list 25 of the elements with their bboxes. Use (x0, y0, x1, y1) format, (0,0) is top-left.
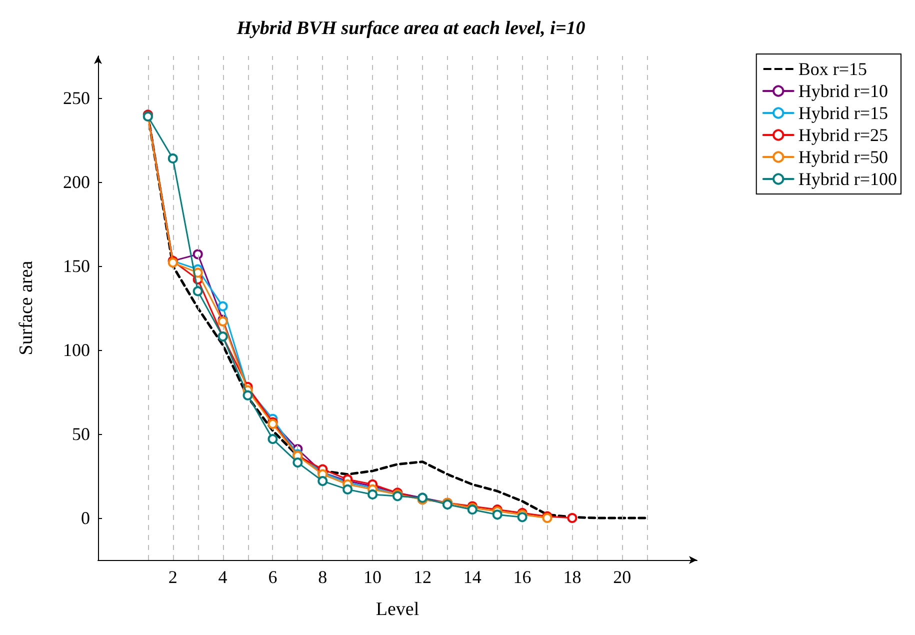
y-tick-label: 100 (63, 340, 90, 360)
y-tick-label: 150 (63, 256, 90, 276)
y-tick-label: 200 (63, 172, 90, 192)
x-tick-label: 12 (413, 567, 432, 587)
y-tick-label: 50 (72, 424, 90, 444)
x-tick-label: 8 (318, 567, 328, 587)
x-tick-label: 6 (268, 567, 278, 587)
x-tick-label: 4 (218, 567, 228, 587)
chart-title: Hybrid BVH surface area at each level, i=10 (236, 18, 586, 39)
legend-label: Hybrid r=50 (798, 147, 888, 167)
x-tick-label: 16 (513, 567, 532, 587)
x-tick-label: 20 (613, 567, 632, 587)
legend-label: Hybrid r=15 (798, 103, 888, 123)
x-tick-label: 14 (463, 567, 482, 587)
legend-label: Box r=15 (798, 59, 868, 79)
x-tick-label: 10 (364, 567, 382, 587)
y-axis-title: Surface area (16, 260, 37, 356)
y-tick-label: 250 (63, 88, 90, 108)
legend-label: Hybrid r=100 (798, 169, 897, 189)
x-axis-title: Level (376, 599, 420, 620)
x-tick-label: 2 (168, 567, 178, 587)
y-tick-label: 0 (81, 508, 90, 528)
x-tick-label: 18 (563, 567, 582, 587)
legend-label: Hybrid r=25 (798, 125, 888, 145)
legend-label: Hybrid r=10 (798, 81, 888, 101)
